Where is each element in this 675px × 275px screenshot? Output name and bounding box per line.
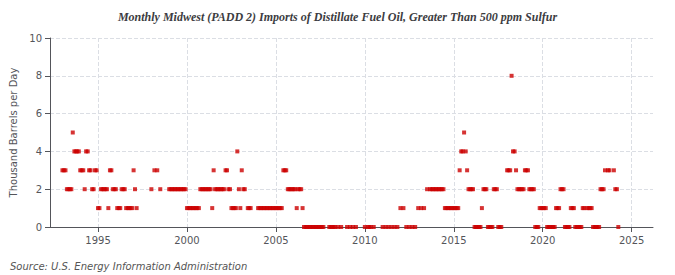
svg-text:Thousand Barrels per Day: Thousand Barrels per Day bbox=[8, 68, 19, 199]
svg-text:2015: 2015 bbox=[441, 235, 466, 246]
svg-text:2005: 2005 bbox=[263, 235, 288, 246]
svg-text:2000: 2000 bbox=[174, 235, 199, 246]
svg-text:8: 8 bbox=[36, 70, 42, 81]
svg-text:0: 0 bbox=[36, 222, 42, 233]
svg-text:Source: U.S. Energy Informatio: Source: U.S. Energy Information Administ… bbox=[10, 261, 247, 272]
svg-text:Monthly Midwest (PADD 2) Impor: Monthly Midwest (PADD 2) Imports of Dist… bbox=[117, 10, 557, 24]
svg-text:10: 10 bbox=[29, 33, 42, 44]
svg-text:4: 4 bbox=[36, 146, 42, 157]
svg-text:2020: 2020 bbox=[530, 235, 555, 246]
svg-text:2010: 2010 bbox=[352, 235, 377, 246]
svg-text:6: 6 bbox=[36, 108, 42, 119]
svg-text:1995: 1995 bbox=[85, 235, 110, 246]
svg-text:2025: 2025 bbox=[619, 235, 644, 246]
svg-text:2: 2 bbox=[36, 184, 42, 195]
